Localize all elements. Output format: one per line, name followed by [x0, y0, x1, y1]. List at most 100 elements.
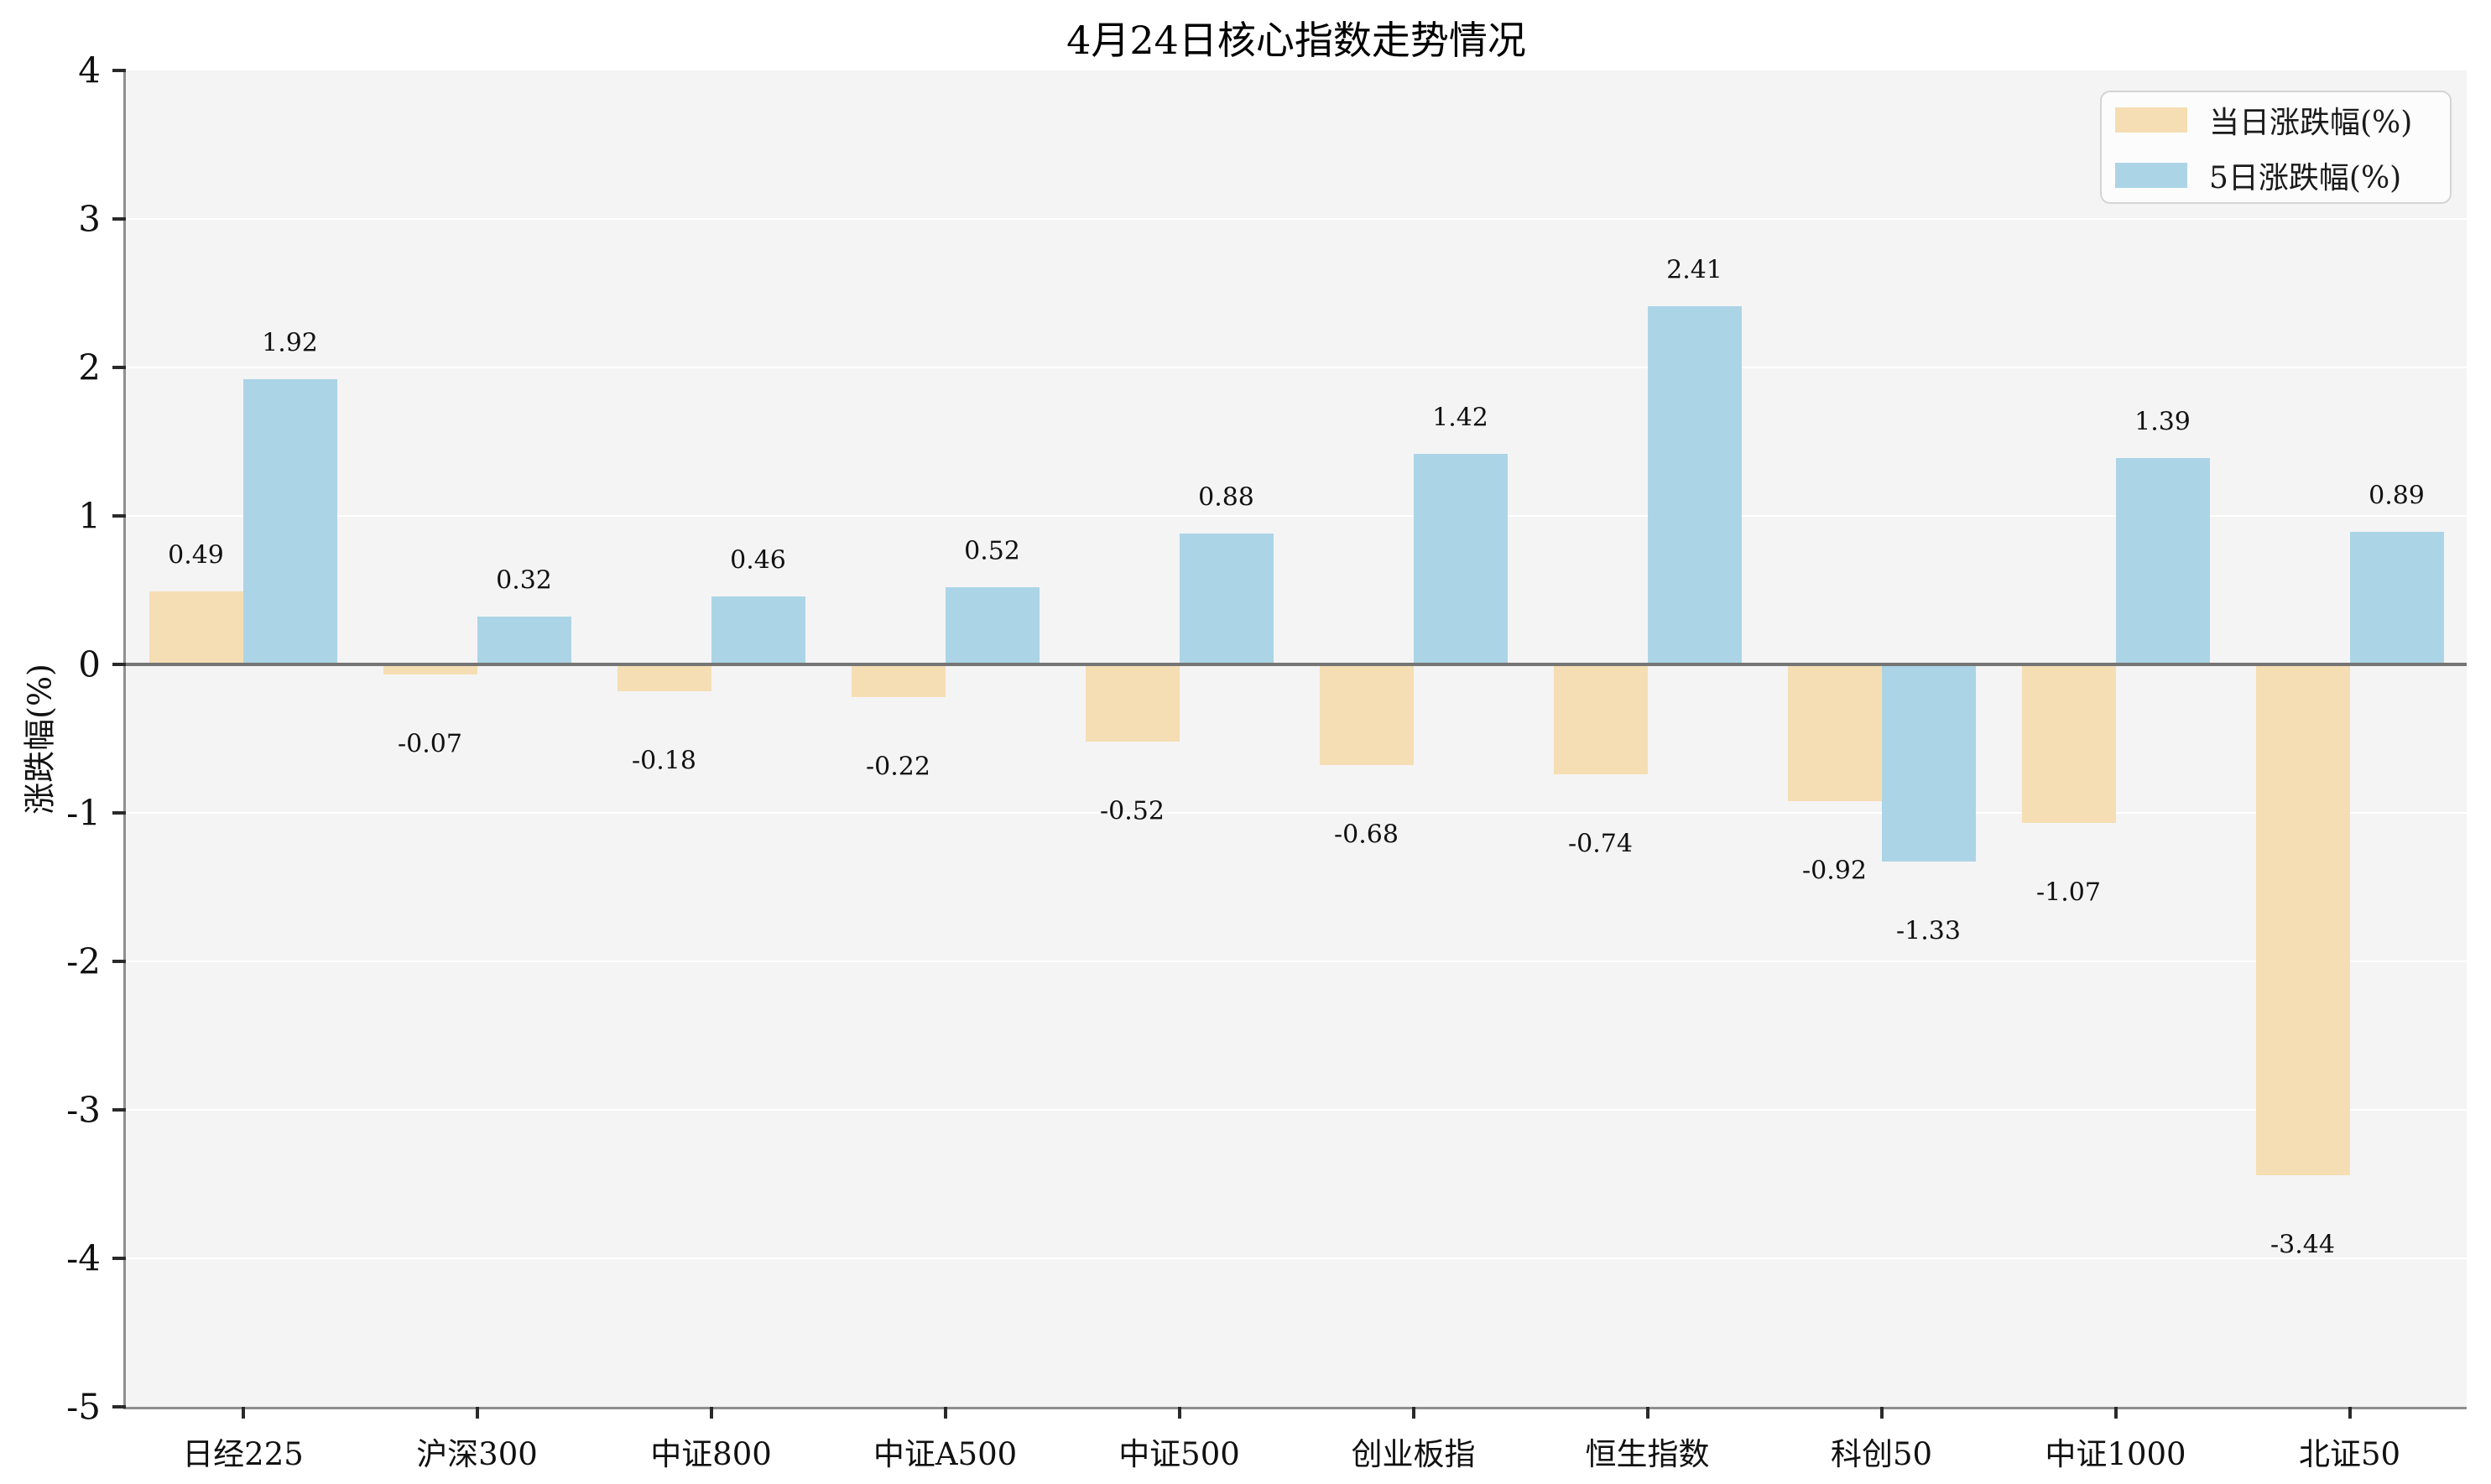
y-tick-mark--4: [112, 1257, 126, 1260]
x-tick-mark-中证800: [709, 1407, 713, 1419]
y-tick-label-3: 3: [78, 198, 101, 240]
y-tick-label--2: -2: [66, 940, 101, 982]
bar-value-label: -0.18: [632, 746, 696, 776]
gridline-y-4: [126, 1257, 2467, 1259]
y-tick-mark-1: [112, 514, 126, 518]
bar-5day-中证800: [711, 596, 805, 664]
x-tick-mark-创业板指: [1411, 1407, 1415, 1419]
x-tick-label-沪深300: 沪深300: [416, 1436, 538, 1472]
bar-value-label: 2.41: [1666, 255, 1722, 285]
bar-daily-创业板指: [1319, 664, 1414, 766]
y-tick-mark-0: [112, 663, 126, 666]
bar-daily-中证500: [1085, 664, 1180, 742]
bar-daily-沪深300: [383, 664, 477, 675]
bar-value-label: 0.32: [496, 565, 552, 596]
bar-value-label: 0.49: [168, 540, 224, 570]
bar-value-label: -3.44: [2270, 1230, 2335, 1260]
bar-value-label: 0.52: [964, 536, 1020, 566]
bar-value-label: -0.07: [398, 729, 462, 759]
x-axis-spine: [123, 1407, 2467, 1409]
y-tick-mark--1: [112, 811, 126, 815]
bar-5day-创业板指: [1413, 453, 1508, 664]
y-tick-label-4: 4: [78, 49, 101, 91]
x-tick-mark-北证50: [2348, 1407, 2352, 1419]
gridline-y-3: [126, 1109, 2467, 1111]
y-tick-mark--2: [112, 960, 126, 963]
x-tick-label-创业板指: 创业板指: [1351, 1436, 1476, 1472]
x-tick-label-恒生指数: 恒生指数: [1585, 1436, 1710, 1472]
y-tick-label--5: -5: [66, 1386, 101, 1428]
bar-value-label: 0.89: [2369, 481, 2425, 511]
y-tick-label-2: 2: [78, 346, 101, 388]
bar-5day-中证1000: [2115, 457, 2210, 664]
bar-value-label: 1.39: [2134, 407, 2191, 437]
legend-item-0: 当日涨跌幅(%): [2115, 98, 2436, 142]
y-tick-mark-4: [112, 69, 126, 72]
legend-label-0: 当日涨跌幅(%): [2209, 105, 2413, 140]
x-tick-mark-科创50: [1879, 1407, 1884, 1419]
y-tick-label-1: 1: [78, 495, 101, 537]
y-tick-label--1: -1: [66, 792, 101, 834]
bar-daily-中证800: [617, 664, 711, 691]
bar-daily-科创50: [1787, 664, 1882, 801]
bar-value-label: 1.42: [1432, 403, 1488, 433]
bar-5day-中证500: [1179, 534, 1274, 664]
gridline-y3: [126, 218, 2467, 220]
bar-value-label: -1.07: [2036, 877, 2101, 908]
y-tick-label-0: 0: [78, 643, 101, 685]
x-tick-mark-中证1000: [2113, 1407, 2118, 1419]
x-tick-label-中证800: 中证800: [650, 1436, 772, 1472]
y-axis-title: 涨跌幅(%): [21, 664, 59, 815]
bar-value-label: -0.22: [866, 752, 930, 782]
bar-value-label: -0.92: [1802, 856, 1867, 886]
y-tick-mark--3: [112, 1108, 126, 1112]
bar-5day-日经225: [242, 379, 337, 664]
bar-5day-沪深300: [477, 617, 571, 664]
x-tick-label-科创50: 科创50: [1830, 1436, 1933, 1472]
bar-5day-科创50: [1881, 664, 1976, 862]
gridline-y-2: [126, 961, 2467, 962]
y-tick-mark-3: [112, 217, 126, 221]
legend: 当日涨跌幅(%) 5日涨跌幅(%): [2100, 91, 2452, 204]
plot-area: [126, 70, 2467, 1407]
gridline-y1: [126, 515, 2467, 517]
bar-value-label: -1.33: [1896, 916, 1961, 946]
bar-value-label: 0.88: [1198, 482, 1254, 513]
bar-value-label: -0.68: [1334, 820, 1399, 850]
y-axis-spine: [123, 70, 126, 1409]
gridline-y2: [126, 367, 2467, 368]
bar-5day-北证50: [2349, 532, 2444, 664]
legend-label-1: 5日涨跌幅(%): [2209, 160, 2402, 195]
bar-daily-中证A500: [851, 664, 946, 697]
x-tick-label-日经225: 日经225: [182, 1436, 304, 1472]
zero-baseline: [126, 663, 2467, 666]
y-tick-mark-2: [112, 366, 126, 369]
y-tick-label--3: -3: [66, 1089, 101, 1131]
bar-5day-中证A500: [945, 586, 1040, 664]
gridline-y-1: [126, 812, 2467, 814]
bar-value-label: -0.52: [1100, 796, 1165, 826]
x-tick-label-中证A500: 中证A500: [873, 1436, 1018, 1472]
bar-daily-恒生指数: [1553, 664, 1648, 774]
x-tick-mark-恒生指数: [1645, 1407, 1649, 1419]
x-tick-mark-沪深300: [475, 1407, 479, 1419]
bar-daily-日经225: [149, 591, 243, 664]
bar-value-label: -0.74: [1568, 829, 1633, 859]
bar-daily-北证50: [2255, 664, 2350, 1175]
bar-value-label: 1.92: [262, 328, 318, 358]
legend-item-1: 5日涨跌幅(%): [2115, 154, 2436, 197]
x-tick-mark-中证A500: [943, 1407, 947, 1419]
legend-swatch-0: [2115, 107, 2187, 133]
y-tick-label--4: -4: [66, 1237, 101, 1279]
bar-5day-恒生指数: [1647, 306, 1742, 664]
legend-swatch-1: [2115, 162, 2187, 188]
chart-title: 4月24日核心指数走势情况: [1066, 18, 1526, 63]
x-tick-label-中证1000: 中证1000: [2045, 1436, 2186, 1472]
y-tick-mark--5: [112, 1405, 126, 1408]
x-tick-mark-中证500: [1177, 1407, 1181, 1419]
bar-daily-中证1000: [2021, 664, 2116, 824]
x-tick-label-北证50: 北证50: [2298, 1436, 2401, 1472]
bar-value-label: 0.46: [730, 545, 786, 575]
x-tick-mark-日经225: [241, 1407, 245, 1419]
